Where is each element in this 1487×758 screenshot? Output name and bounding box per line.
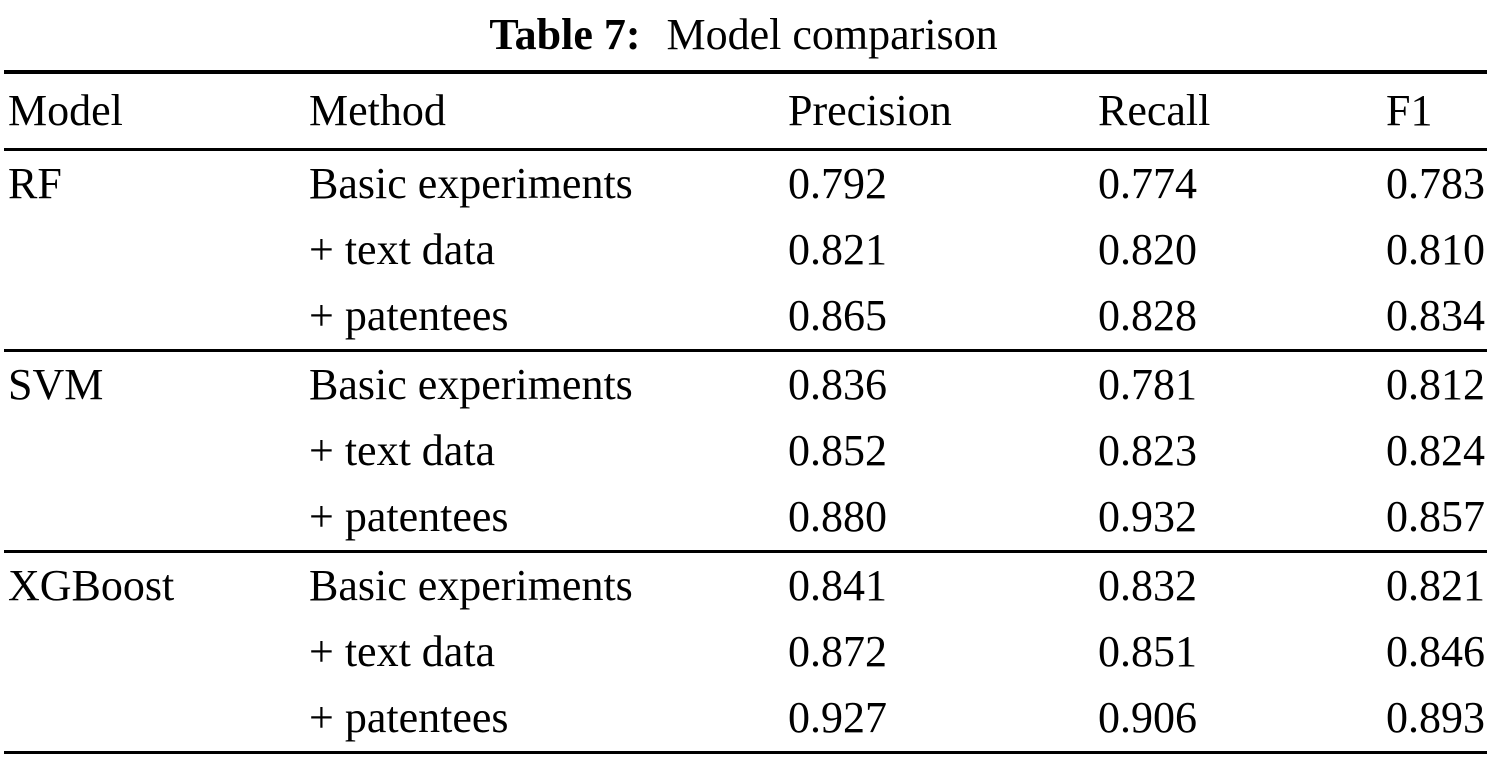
recall-cell: 0.932 [1098,492,1197,541]
model-cell: RF [8,159,62,208]
precision-cell: 0.836 [788,360,887,409]
precision-cell: 0.821 [788,225,887,274]
f1-cell: 0.810 [1386,225,1485,274]
method-cell: + patentees [309,492,509,541]
table-row: + patentees 0.880 0.932 0.857 [4,484,1487,552]
recall-cell: 0.781 [1098,360,1197,409]
precision-cell: 0.792 [788,159,887,208]
column-header-model: Model [4,70,309,151]
table-row: + patentees 0.865 0.828 0.834 [4,283,1487,351]
f1-cell: 0.893 [1386,693,1485,742]
table-row: + text data 0.821 0.820 0.810 [4,217,1487,283]
precision-cell: 0.880 [788,492,887,541]
caption-text: Model comparison [666,10,998,59]
method-cell: Basic experiments [309,159,633,208]
f1-cell: 0.821 [1386,561,1485,610]
recall-cell: 0.828 [1098,291,1197,340]
column-header-method: Method [309,70,788,151]
column-header-f1: F1 [1386,70,1487,151]
model-comparison-table: Model Method Precision Recall F1 RF Basi… [4,70,1487,754]
recall-cell: 0.820 [1098,225,1197,274]
precision-cell: 0.852 [788,426,887,475]
model-cell: SVM [8,360,104,409]
table-row: RF Basic experiments 0.792 0.774 0.783 [4,150,1487,218]
precision-cell: 0.841 [788,561,887,610]
table-row: + text data 0.852 0.823 0.824 [4,418,1487,484]
f1-cell: 0.834 [1386,291,1485,340]
method-cell: Basic experiments [309,360,633,409]
header-row: Model Method Precision Recall F1 [4,70,1487,151]
precision-cell: 0.865 [788,291,887,340]
section-svm: SVM Basic experiments 0.836 0.781 0.812 … [4,351,1487,552]
f1-cell: 0.857 [1386,492,1485,541]
method-cell: + text data [309,627,496,676]
method-cell: + text data [309,426,496,475]
table-row: XGBoost Basic experiments 0.841 0.832 0.… [4,552,1487,620]
precision-cell: 0.927 [788,693,887,742]
section-rf: RF Basic experiments 0.792 0.774 0.783 +… [4,150,1487,351]
f1-cell: 0.824 [1386,426,1485,475]
f1-cell: 0.846 [1386,627,1485,676]
f1-cell: 0.812 [1386,360,1485,409]
column-header-recall: Recall [1098,70,1386,151]
table-header: Model Method Precision Recall F1 [4,70,1487,151]
method-cell: + patentees [309,291,509,340]
method-cell: + patentees [309,693,509,742]
table-row: + text data 0.872 0.851 0.846 [4,619,1487,685]
recall-cell: 0.906 [1098,693,1197,742]
f1-cell: 0.783 [1386,159,1485,208]
method-cell: + text data [309,225,496,274]
recall-cell: 0.823 [1098,426,1197,475]
recall-cell: 0.832 [1098,561,1197,610]
table-row: SVM Basic experiments 0.836 0.781 0.812 [4,351,1487,419]
table-row: + patentees 0.927 0.906 0.893 [4,685,1487,753]
model-cell: XGBoost [8,561,175,610]
precision-cell: 0.872 [788,627,887,676]
caption-label: Table 7: [489,10,641,59]
recall-cell: 0.774 [1098,159,1197,208]
recall-cell: 0.851 [1098,627,1197,676]
method-cell: Basic experiments [309,561,633,610]
column-header-precision: Precision [788,70,1098,151]
section-xgboost: XGBoost Basic experiments 0.841 0.832 0.… [4,552,1487,753]
table-caption: Table 7: Model comparison [0,0,1487,70]
